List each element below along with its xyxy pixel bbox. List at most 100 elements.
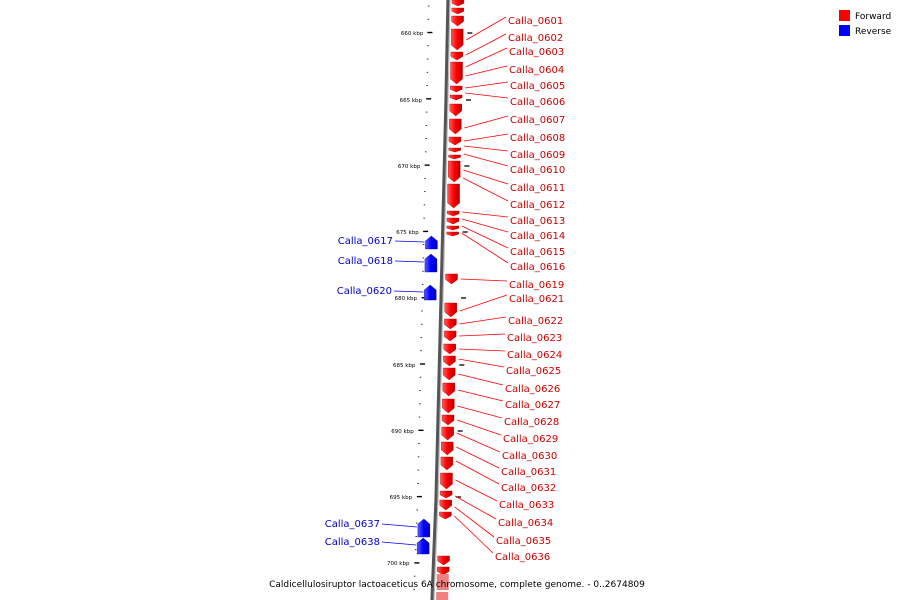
forward-gene-label[interactable]: Calla_0605 <box>510 81 565 92</box>
forward-gene-arrow <box>439 490 453 499</box>
forward-gene-arrow <box>449 118 462 135</box>
forward-gene-label[interactable]: Calla_0615 <box>510 247 565 258</box>
tick-label: 670 kbp <box>398 164 421 170</box>
leader-line <box>463 133 509 142</box>
leader-line <box>381 523 417 528</box>
forward-gene-label[interactable]: Calla_0619 <box>509 280 564 291</box>
forward-gene-label[interactable]: Calla_0628 <box>504 417 559 428</box>
leader-line <box>465 47 508 68</box>
forward-gene-arrow <box>443 343 456 355</box>
forward-gene-label[interactable]: Calla_0606 <box>510 97 565 108</box>
forward-gene-label[interactable]: Calla_0626 <box>505 384 560 395</box>
forward-gene-label[interactable]: Calla_0608 <box>510 133 565 144</box>
legend-label-reverse: Reverse <box>855 27 892 37</box>
forward-gene-arrow <box>436 574 449 590</box>
leader-line <box>456 432 501 453</box>
leader-line <box>454 506 495 538</box>
leader-line <box>463 153 509 167</box>
forward-gene-arrow <box>442 382 455 397</box>
reverse-genes <box>416 235 438 555</box>
leader-line <box>465 81 509 89</box>
forward-gene-arrow <box>446 217 460 225</box>
leader-line <box>462 211 509 218</box>
forward-gene-arrow <box>444 318 457 330</box>
forward-gene-label[interactable]: Calla_0625 <box>506 366 561 377</box>
forward-gene-label[interactable]: Calla_0613 <box>510 216 565 227</box>
leader-line <box>394 240 425 243</box>
leader-line <box>464 115 509 129</box>
leader-line <box>455 460 500 485</box>
leader-line <box>458 358 505 368</box>
leader-line <box>461 225 509 249</box>
forward-gene-label[interactable]: Calla_0614 <box>510 231 565 242</box>
forward-gene-label[interactable]: Calla_0630 <box>502 451 557 462</box>
reverse-gene-label[interactable]: Calla_0617 <box>338 236 393 247</box>
forward-gene-arrow <box>440 456 454 471</box>
forward-gene-label[interactable]: Calla_0610 <box>510 165 565 176</box>
forward-gene-arrow <box>448 154 461 160</box>
tick-label: 690 kbp <box>391 429 414 435</box>
forward-gene-arrow <box>436 566 450 576</box>
reverse-gene-arrow <box>423 284 437 301</box>
leader-line <box>461 232 509 264</box>
forward-gene-arrow <box>439 499 452 511</box>
reverse-gene-arrow <box>425 235 438 250</box>
leader-line <box>465 33 507 56</box>
legend-swatch-reverse <box>839 25 850 36</box>
forward-gene-label[interactable]: Calla_0602 <box>508 33 563 44</box>
leader-line <box>393 290 424 293</box>
forward-gene-arrow <box>443 355 456 367</box>
forward-gene-label[interactable]: Calla_0636 <box>495 552 550 563</box>
forward-gene-label[interactable]: Calla_0609 <box>510 150 565 161</box>
forward-gene-label[interactable]: Calla_0607 <box>510 115 565 126</box>
leader-line <box>457 389 504 402</box>
leader-line <box>455 479 498 502</box>
forward-leader-lines <box>454 16 509 554</box>
reverse-gene-label[interactable]: Calla_0620 <box>337 286 392 297</box>
tick-label: 660 kbp <box>401 31 424 37</box>
reverse-gene-arrow <box>417 518 431 538</box>
forward-gene-arrow <box>445 273 458 285</box>
forward-gene-label[interactable]: Calla_0634 <box>498 518 553 529</box>
forward-gene-labels: Calla_0601 Calla_0602 Calla_0603 Calla_0604… <box>495 16 565 563</box>
forward-gene-label[interactable]: Calla_0611 <box>510 183 565 194</box>
leader-line <box>454 515 494 554</box>
forward-gene-arrow <box>449 94 463 101</box>
forward-gene-label[interactable]: Calla_0601 <box>508 16 563 27</box>
forward-gene-arrow <box>451 7 464 15</box>
reverse-gene-label[interactable]: Calla_0618 <box>338 256 393 267</box>
forward-gene-label[interactable]: Calla_0623 <box>507 333 562 344</box>
legend-label-forward: Forward <box>855 12 891 22</box>
forward-gene-arrow <box>441 426 454 441</box>
legend: Forward Reverse <box>839 10 892 37</box>
forward-gene-arrow <box>443 330 457 342</box>
forward-gene-arrow <box>451 0 465 7</box>
forward-gene-arrow <box>446 225 459 231</box>
leader-line <box>462 177 509 202</box>
forward-gene-label[interactable]: Calla_0616 <box>510 262 565 273</box>
forward-gene-label[interactable]: Calla_0632 <box>501 483 556 494</box>
forward-gene-label[interactable]: Calla_0631 <box>501 467 556 478</box>
forward-gene-label[interactable]: Calla_0624 <box>507 350 562 361</box>
forward-gene-arrow <box>450 51 464 61</box>
reverse-gene-label[interactable]: Calla_0638 <box>325 537 380 548</box>
forward-gene-label[interactable]: Calla_0603 <box>509 47 564 58</box>
tick-label: 675 kbp <box>396 230 419 236</box>
forward-gene-label[interactable]: Calla_0635 <box>496 536 551 547</box>
leader-line <box>465 65 508 77</box>
forward-gene-label[interactable]: Calla_0627 <box>505 400 560 411</box>
forward-gene-label[interactable]: Calla_0621 <box>509 294 564 305</box>
forward-genes <box>436 0 465 600</box>
forward-gene-arrow <box>437 555 450 566</box>
reverse-gene-arrow <box>416 537 430 555</box>
forward-gene-label[interactable]: Calla_0629 <box>503 434 558 445</box>
reverse-leader-lines <box>381 240 425 546</box>
forward-gene-label[interactable]: Calla_0633 <box>499 500 554 511</box>
forward-gene-label[interactable]: Calla_0622 <box>508 316 563 327</box>
forward-gene-arrow <box>451 15 464 27</box>
forward-gene-label[interactable]: Calla_0612 <box>510 200 565 211</box>
forward-gene-arrow <box>442 367 456 381</box>
reverse-gene-label[interactable]: Calla_0637 <box>325 519 380 530</box>
forward-gene-label[interactable]: Calla_0604 <box>509 65 564 76</box>
leader-line <box>458 348 506 352</box>
